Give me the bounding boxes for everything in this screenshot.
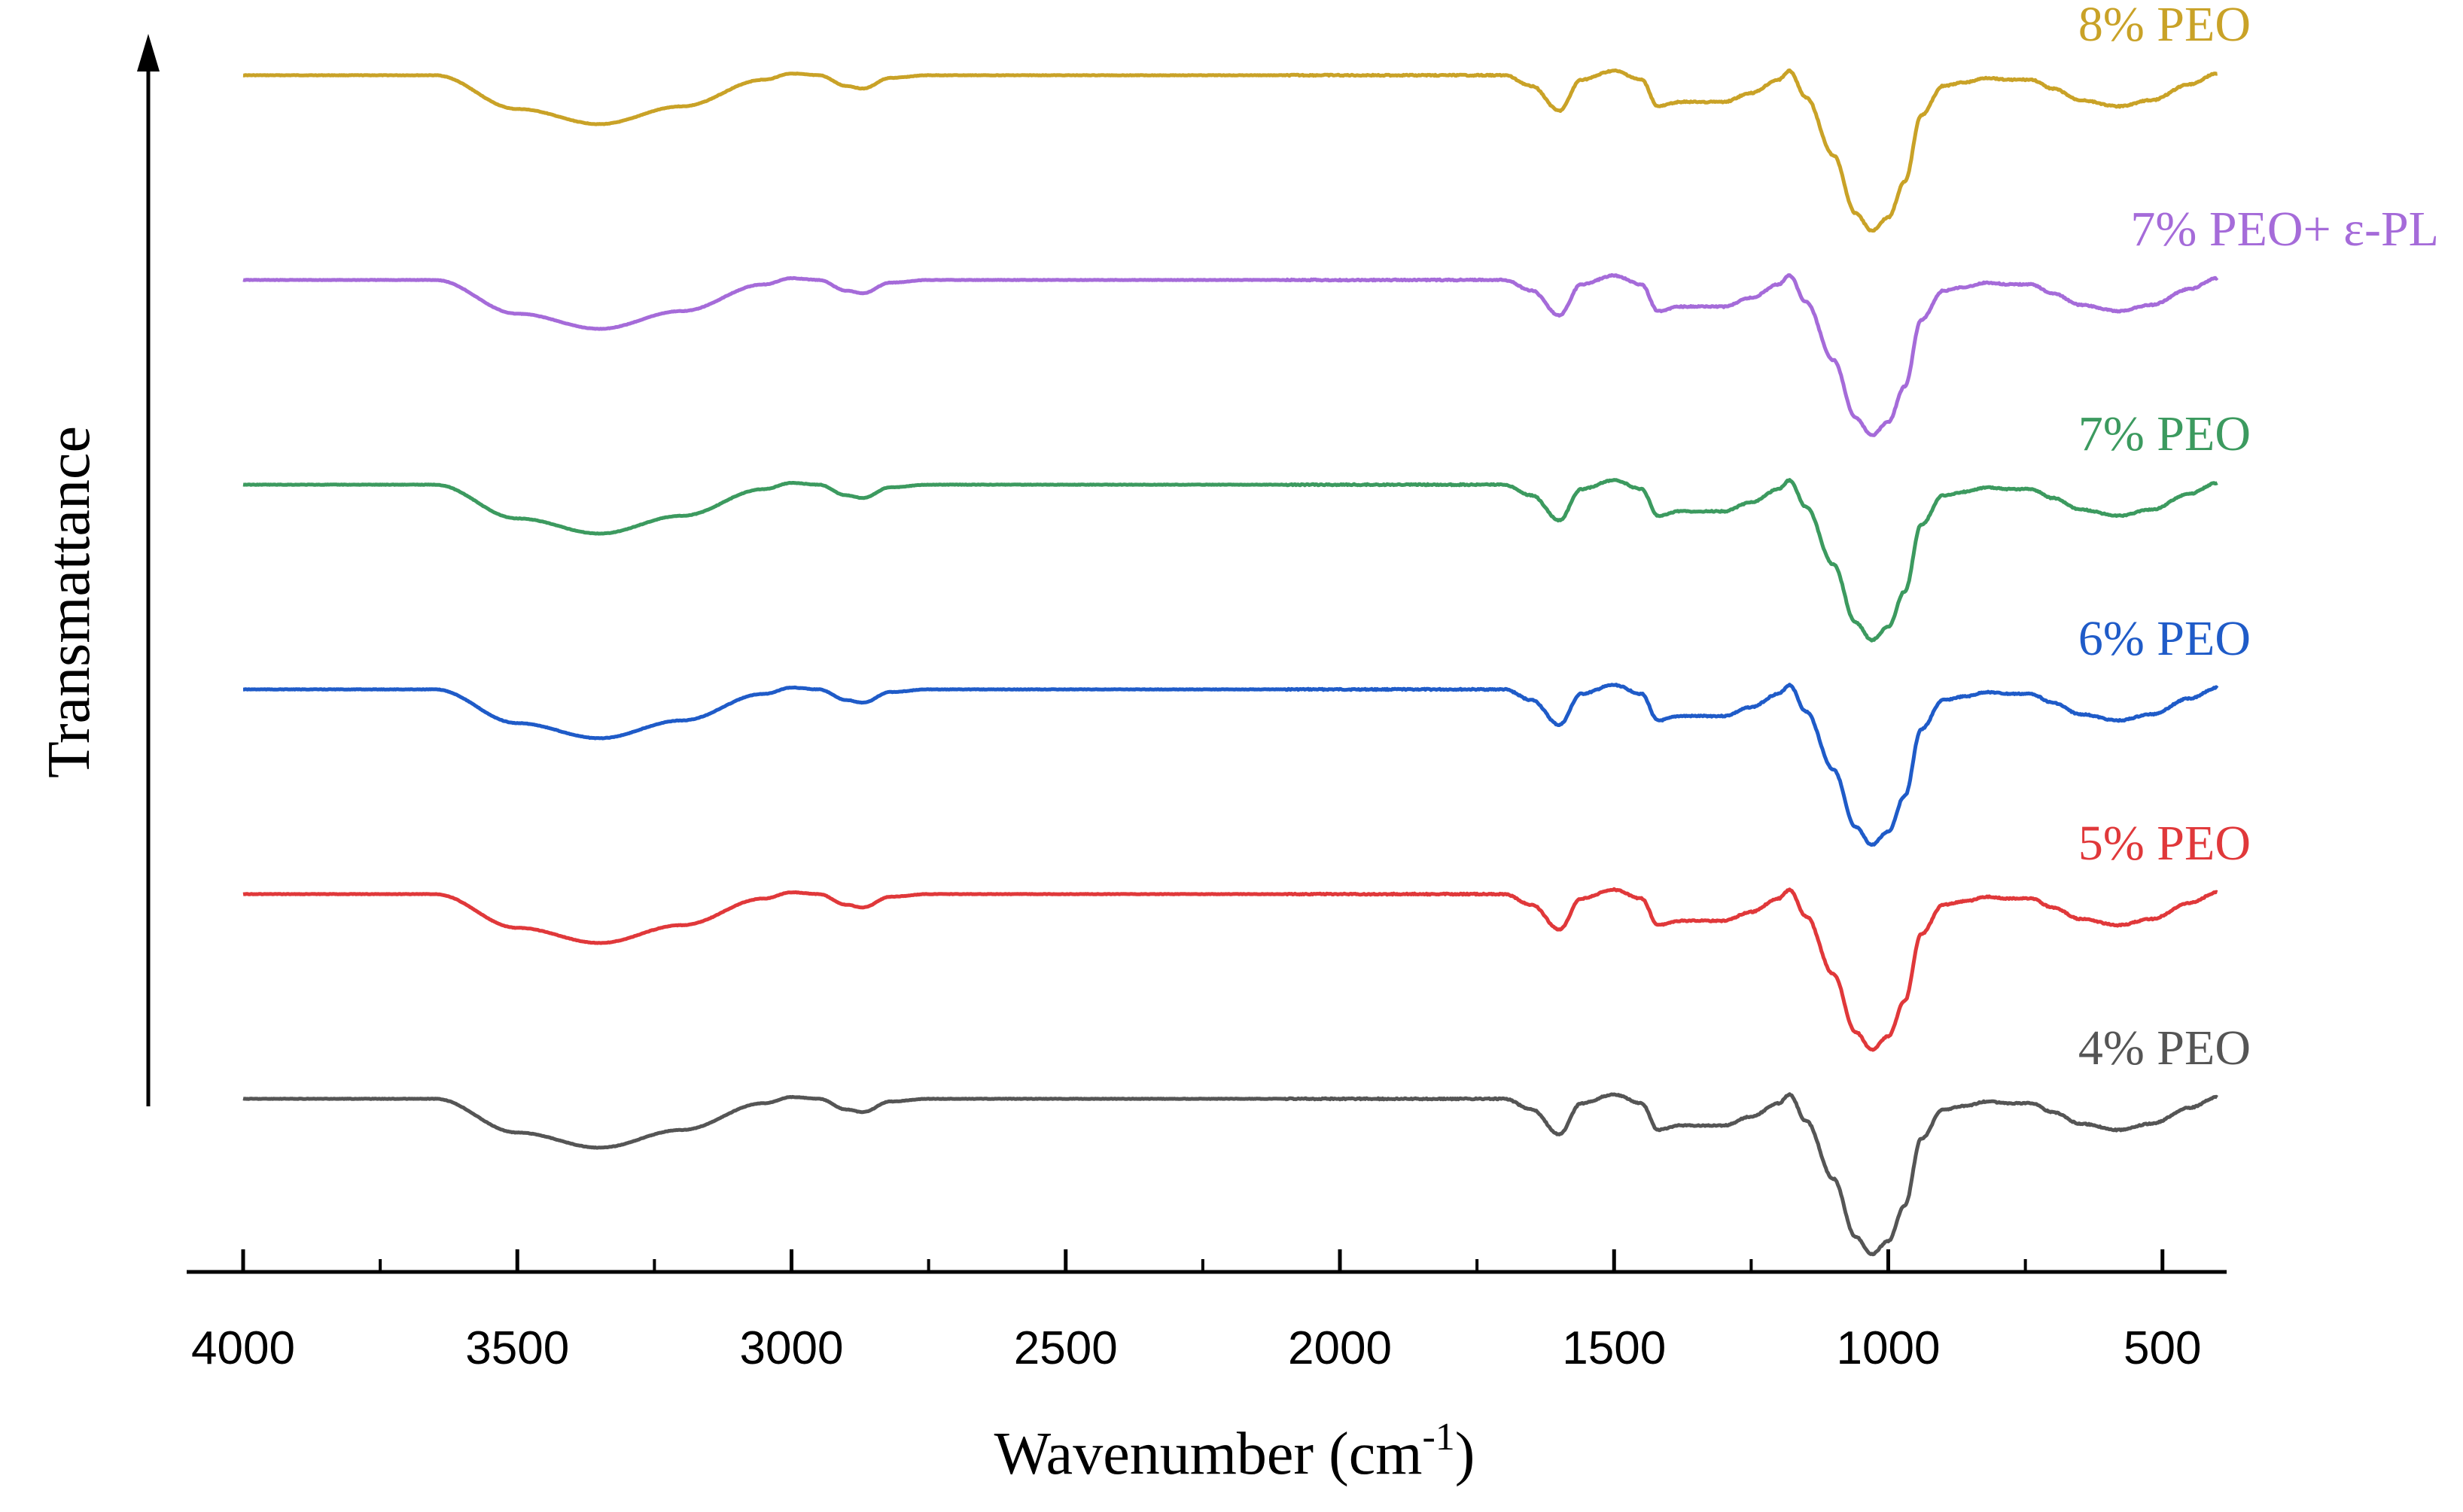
series-label: 7% PEO+ ε-PL — [2130, 202, 2439, 257]
series-label: 6% PEO — [2078, 611, 2251, 666]
series-line — [242, 887, 2218, 1052]
x-tick-label: 3500 — [465, 1322, 569, 1374]
x-axis-title-superscript: -1 — [1422, 1416, 1454, 1459]
x-tick-label: 500 — [2124, 1322, 2201, 1374]
x-tick-label: 2000 — [1288, 1322, 1392, 1374]
x-tick-label: 2500 — [1014, 1322, 1118, 1374]
y-axis-title: Transmattance — [36, 426, 102, 778]
x-tick-label: 1000 — [1837, 1322, 1941, 1374]
series-label: 7% PEO — [2078, 406, 2251, 461]
x-axis-ticks: 4000 3500 3000 2500 2000 1500 1000 500 — [191, 1249, 2201, 1374]
series-line — [242, 683, 2219, 847]
x-tick-label: 1500 — [1562, 1322, 1666, 1374]
series-line — [242, 478, 2218, 643]
series-labels: 8% PEO 7% PEO+ ε-PL 7% PEO 6% PEO 5% PEO 4% P… — [2078, 0, 2439, 1075]
x-axis-title: Wavenumber (cm-1) — [994, 1416, 1475, 1487]
x-tick-label: 3000 — [740, 1322, 844, 1374]
series-line — [242, 1092, 2218, 1257]
x-tick-label: 4000 — [191, 1322, 295, 1374]
series-label: 4% PEO — [2078, 1021, 2251, 1075]
series-label: 8% PEO — [2078, 0, 2251, 52]
series-label: 5% PEO — [2078, 816, 2251, 871]
series-line — [242, 68, 2218, 233]
y-axis-arrowhead — [137, 34, 160, 71]
spectra-traces — [242, 68, 2219, 1257]
series-line — [242, 272, 2219, 437]
